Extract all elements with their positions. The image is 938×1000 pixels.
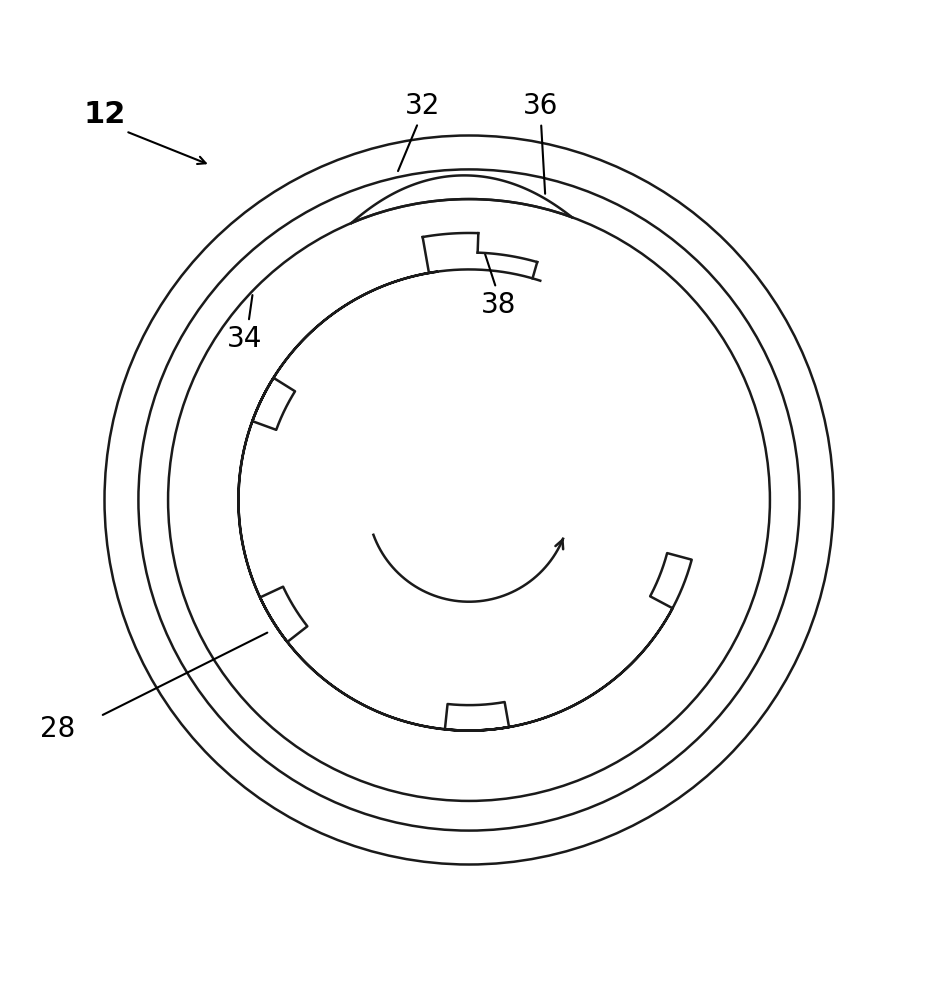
Text: 28: 28: [40, 715, 75, 743]
Text: 12: 12: [83, 100, 126, 129]
Text: 36: 36: [523, 92, 559, 120]
Text: 38: 38: [481, 291, 516, 319]
Text: 34: 34: [227, 325, 262, 353]
Text: 32: 32: [404, 92, 440, 120]
